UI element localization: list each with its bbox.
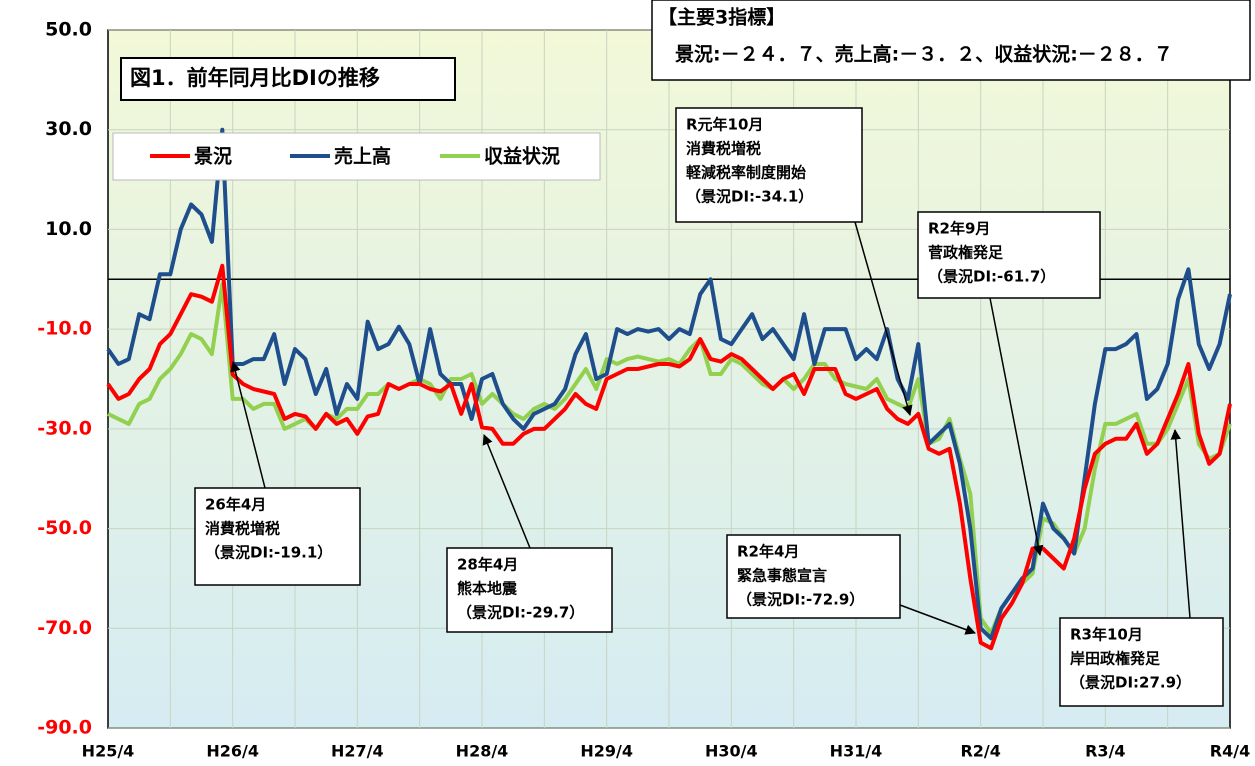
chart-title: 図1．前年同月比DIの推移 (130, 66, 380, 90)
annotation-text: R3年10月 (1070, 626, 1143, 644)
annotation-text: （景況DI:27.9） (1070, 674, 1191, 692)
annotation-text: 軽減税率制度開始 (686, 164, 806, 182)
annotation-text: 26年4月 (205, 496, 266, 514)
annotation-text: R元年10月 (686, 116, 763, 134)
annotation-text: 熊本地震 (457, 580, 518, 598)
annotation-text: R2年9月 (928, 220, 990, 238)
x-tick-label: H25/4 (82, 742, 135, 761)
annotation-text: 岸田政権発足 (1070, 650, 1161, 668)
annotation-box (726, 534, 901, 619)
legend-label: 売上高 (334, 145, 391, 168)
y-tick-label: 50.0 (45, 19, 92, 41)
y-tick-label: -50.0 (37, 517, 92, 539)
annotation-box (675, 107, 863, 223)
x-tick-label: H30/4 (705, 742, 758, 761)
annotation-text: 消費税増税 (205, 520, 280, 538)
annotation-box (446, 547, 613, 633)
annotation-text: （景況DI:-61.7） (928, 268, 1055, 286)
series-line (106, 127, 1232, 641)
legend-label: 収益状況 (484, 145, 560, 168)
annotation-arrow (1170, 428, 1191, 619)
y-tick-label: -90.0 (37, 717, 92, 739)
annotation-box (194, 487, 361, 586)
y-tick-label: -30.0 (37, 417, 92, 439)
x-tick-label: H26/4 (206, 742, 259, 761)
annotation-text: （景況DI:-19.1） (205, 544, 332, 562)
annotation-text: 28年4月 (457, 556, 518, 574)
annotation-arrow (230, 360, 266, 489)
annotation-arrow (989, 297, 1044, 557)
summary-title: 【主要3指標】 (658, 6, 785, 29)
annotation-text: 緊急事態宣言 (737, 567, 827, 585)
annotation-text: （景況DI:-29.7） (457, 604, 584, 622)
x-tick-label: R3/4 (1085, 742, 1125, 761)
x-tick-label: H28/4 (456, 742, 509, 761)
annotation-box (917, 211, 1101, 299)
y-tick-label: 10.0 (45, 218, 92, 240)
y-tick-label: -10.0 (37, 318, 92, 340)
x-tick-label: R4/4 (1210, 742, 1250, 761)
annotation-arrow (854, 221, 913, 417)
x-tick-label: H29/4 (580, 742, 633, 761)
title-box (120, 57, 456, 101)
annotation-arrow (482, 434, 531, 549)
annotation-box (1059, 617, 1224, 707)
summary-box (651, 0, 1251, 81)
x-tick-label: H27/4 (331, 742, 384, 761)
annotation-text: 消費税増税 (686, 140, 761, 158)
y-tick-label: 30.0 (45, 118, 92, 140)
annotation-text: （景況DI:-34.1） (686, 188, 813, 206)
series-line (107, 282, 1232, 636)
x-tick-label: H31/4 (830, 742, 883, 761)
y-tick-label: -70.0 (37, 617, 92, 639)
annotation-text: （景況DI:-72.9） (737, 591, 864, 609)
annotation-text: R2年4月 (737, 543, 799, 561)
legend (112, 132, 601, 181)
annotation-arrow (899, 604, 976, 635)
x-tick-label: R2/4 (960, 742, 1000, 761)
legend-label: 景況 (194, 145, 232, 168)
annotation-text: 菅政権発足 (928, 244, 1004, 262)
summary-text: 景況:－２４．７、売上高:－３．２、収益状況:－２８．７ (675, 43, 1173, 66)
